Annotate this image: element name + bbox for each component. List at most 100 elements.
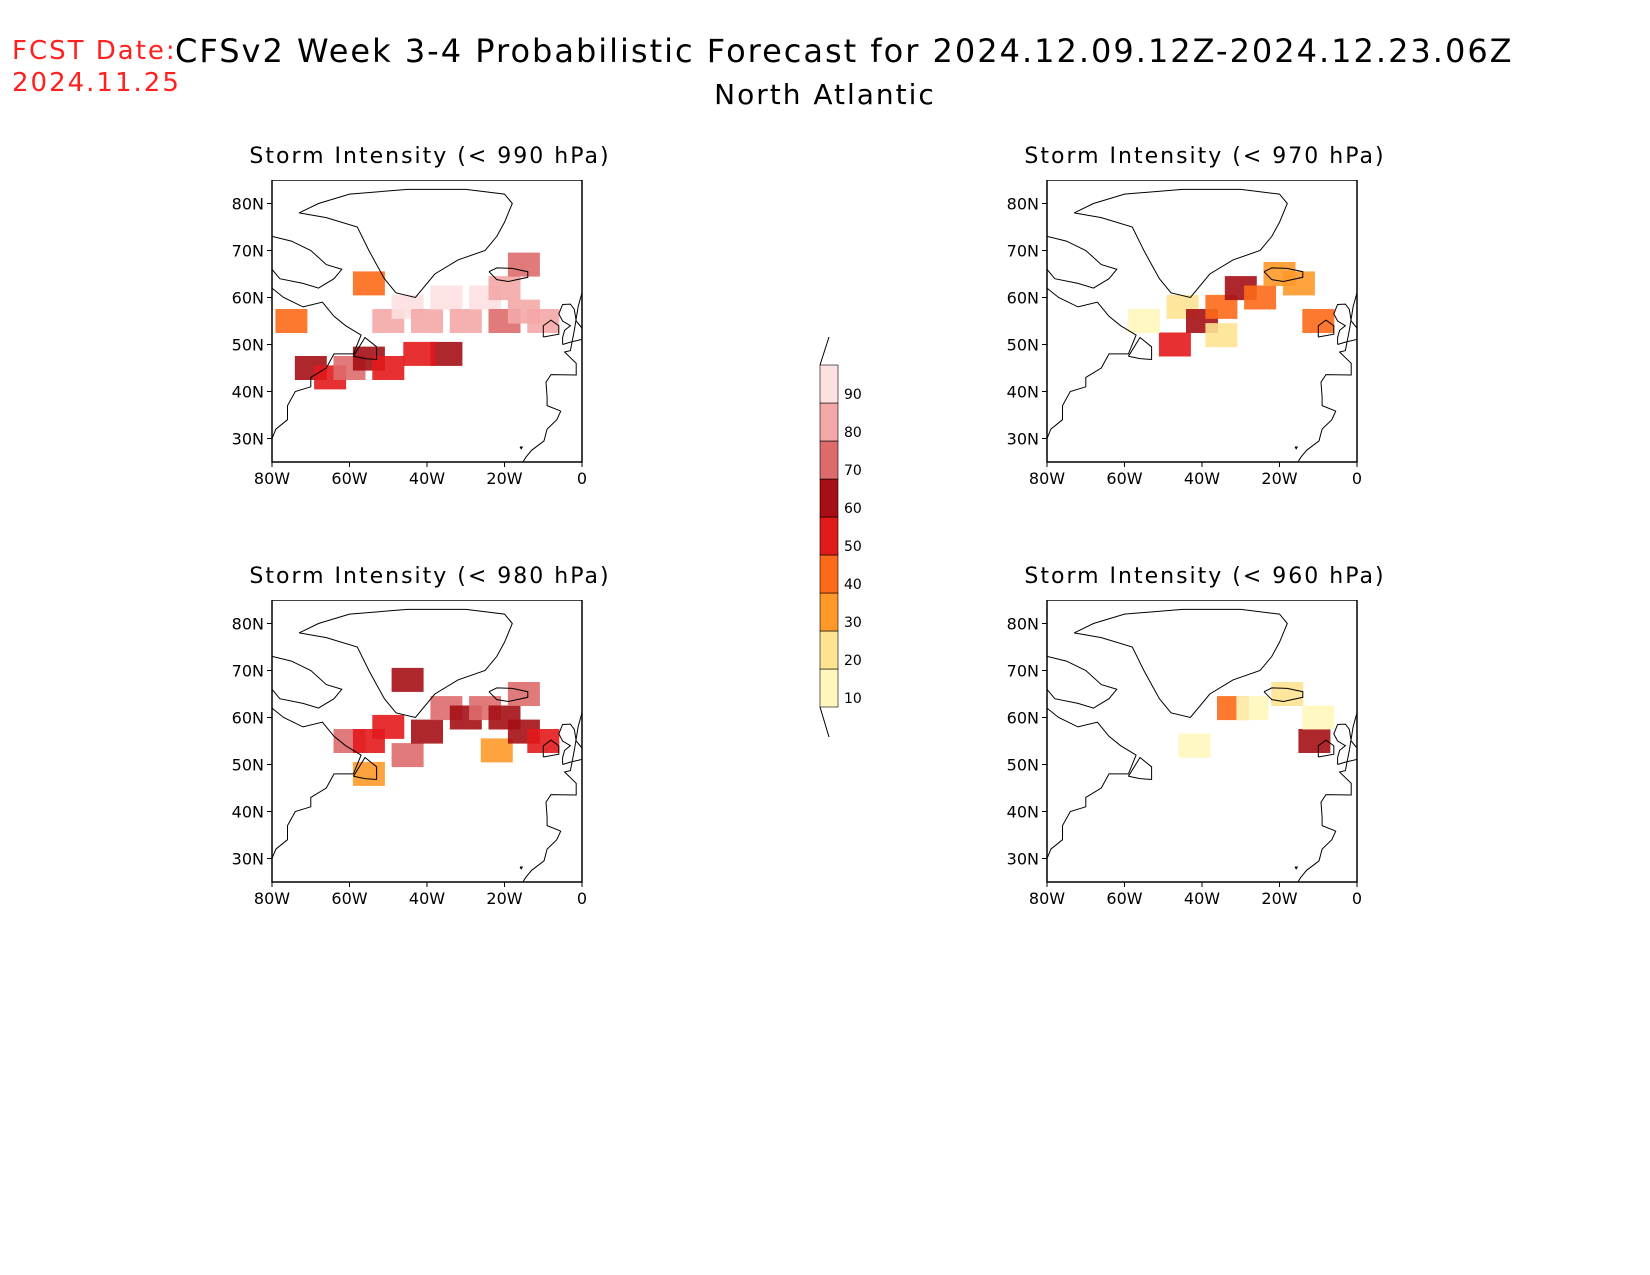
coastline [1073, 608, 1288, 719]
lat-tick-label: 30N [232, 430, 264, 449]
lon-tick-label: 0 [1352, 889, 1362, 908]
colorbar-label: 80 [844, 425, 862, 441]
region-title: North Atlantic [714, 78, 936, 111]
coastline [522, 712, 582, 882]
probability-cell [430, 285, 463, 310]
lon-tick-label: 80W [254, 889, 290, 908]
colorbar-label: 90 [844, 387, 862, 403]
probability-cell [1244, 285, 1277, 310]
lon-tick-label: 40W [409, 889, 445, 908]
coastline [272, 655, 343, 709]
panel-title: Storm Intensity (< 990 hPa) [249, 144, 611, 169]
panel-title: Storm Intensity (< 980 hPa) [249, 564, 611, 589]
probability-cell [1263, 262, 1296, 286]
lat-tick-label: 30N [1007, 430, 1039, 449]
panel-980hpa: Storm Intensity (< 980 hPa) 80N 70N 60N 50N… [200, 564, 660, 964]
probability-cell [372, 356, 405, 380]
probability-cell [411, 719, 443, 744]
lon-tick-label: 40W [1184, 469, 1220, 488]
lat-tick-label: 60N [1007, 289, 1039, 308]
lat-tick-label: 50N [232, 336, 264, 355]
coastline [1127, 336, 1153, 361]
lat-tick-label: 80N [1007, 615, 1039, 634]
coastline [1297, 712, 1357, 882]
lon-tick-label: 20W [486, 889, 522, 908]
lat-tick-label: 30N [1007, 850, 1039, 869]
lat-tick-label: 70N [1007, 242, 1039, 261]
coastline [558, 723, 582, 765]
lon-tick-label: 80W [1029, 469, 1065, 488]
coastline [1317, 319, 1335, 338]
coastline [352, 756, 378, 781]
probability-cell [352, 271, 385, 296]
coastline [1047, 707, 1137, 859]
lon-tick-label: 60W [331, 889, 367, 908]
coastline [1294, 446, 1299, 450]
colorbar-bottom-cap [819, 706, 830, 738]
map-970hpa: 80N 70N 60N 50N 40N 30N 80W 60W 40W 20W 0 [1007, 180, 1362, 488]
lon-tick-label: 60W [1106, 469, 1142, 488]
probability-cell [449, 309, 482, 333]
coastline [542, 739, 560, 758]
coastline [1294, 866, 1299, 870]
colorbar-label: 40 [844, 577, 862, 593]
probability-cell [430, 341, 463, 366]
probability-cell [1271, 682, 1304, 706]
lon-tick-label: 60W [331, 469, 367, 488]
coastline [1263, 267, 1304, 283]
probability-cell [1205, 323, 1238, 348]
colorbar-bin [819, 478, 839, 518]
map-980hpa: 80N 70N 60N 50N 40N 30N 80W 60W 40W 20W 0 [232, 600, 587, 908]
lat-tick-label: 60N [232, 289, 264, 308]
lat-tick-label: 50N [1007, 336, 1039, 355]
lat-tick-label: 40N [232, 803, 264, 822]
probability-cell [1236, 696, 1269, 721]
colorbar-bin [819, 516, 839, 556]
coastline [1333, 303, 1357, 345]
panel-960hpa: Storm Intensity (< 960 hPa) 80N 70N 60N 50N… [975, 564, 1435, 964]
colorbar-bin [819, 592, 839, 632]
colorbar-top-cap [819, 336, 830, 366]
probability-cell [372, 714, 405, 739]
forecast-date-value: 2024.11.25 [12, 68, 181, 98]
probability-cell [391, 667, 424, 692]
coastline [1127, 756, 1153, 781]
lat-tick-label: 70N [232, 242, 264, 261]
lat-tick-label: 40N [1007, 383, 1039, 402]
coastline [1047, 655, 1118, 709]
colorbar-label: 20 [844, 653, 862, 669]
colorbar-bin [819, 630, 839, 670]
colorbar-label: 70 [844, 463, 862, 479]
coastline [519, 446, 524, 450]
lon-tick-label: 80W [254, 469, 290, 488]
probability-cell [403, 341, 436, 366]
coastline [1317, 739, 1335, 758]
colorbar-label: 10 [844, 691, 862, 707]
coastline [542, 319, 560, 338]
lat-tick-label: 80N [232, 615, 264, 634]
forecast-date-label: FCST Date: [12, 36, 177, 66]
coastline [272, 287, 362, 439]
probability-cell [391, 743, 424, 768]
lon-tick-label: 40W [409, 469, 445, 488]
map-990hpa: 80N 70N 60N 50N 40N 30N 80W 60W 40W 20W 0 [232, 180, 587, 488]
colorbar-label: 50 [844, 539, 862, 555]
coastline [558, 303, 582, 345]
coastline [352, 336, 378, 361]
probability-cell [1178, 733, 1211, 758]
lat-tick-label: 80N [232, 195, 264, 214]
panel-title: Storm Intensity (< 960 hPa) [1024, 564, 1386, 589]
panel-990hpa: Storm Intensity (< 990 hPa) 80N 70N 60N 50N… [200, 144, 660, 544]
probability-cell [507, 682, 540, 706]
lat-tick-label: 50N [1007, 756, 1039, 775]
coastline [1333, 723, 1357, 765]
lat-tick-label: 50N [232, 756, 264, 775]
colorbar-bin [819, 402, 839, 442]
colorbar-legend: 10 20 30 40 50 60 70 80 90 [819, 336, 862, 738]
coastline [519, 866, 524, 870]
colorbar-bin [819, 364, 839, 404]
coastline [272, 707, 362, 859]
panel-title: Storm Intensity (< 970 hPa) [1024, 144, 1386, 169]
colorbar-bin [819, 554, 839, 594]
colorbar-bin [819, 440, 839, 480]
